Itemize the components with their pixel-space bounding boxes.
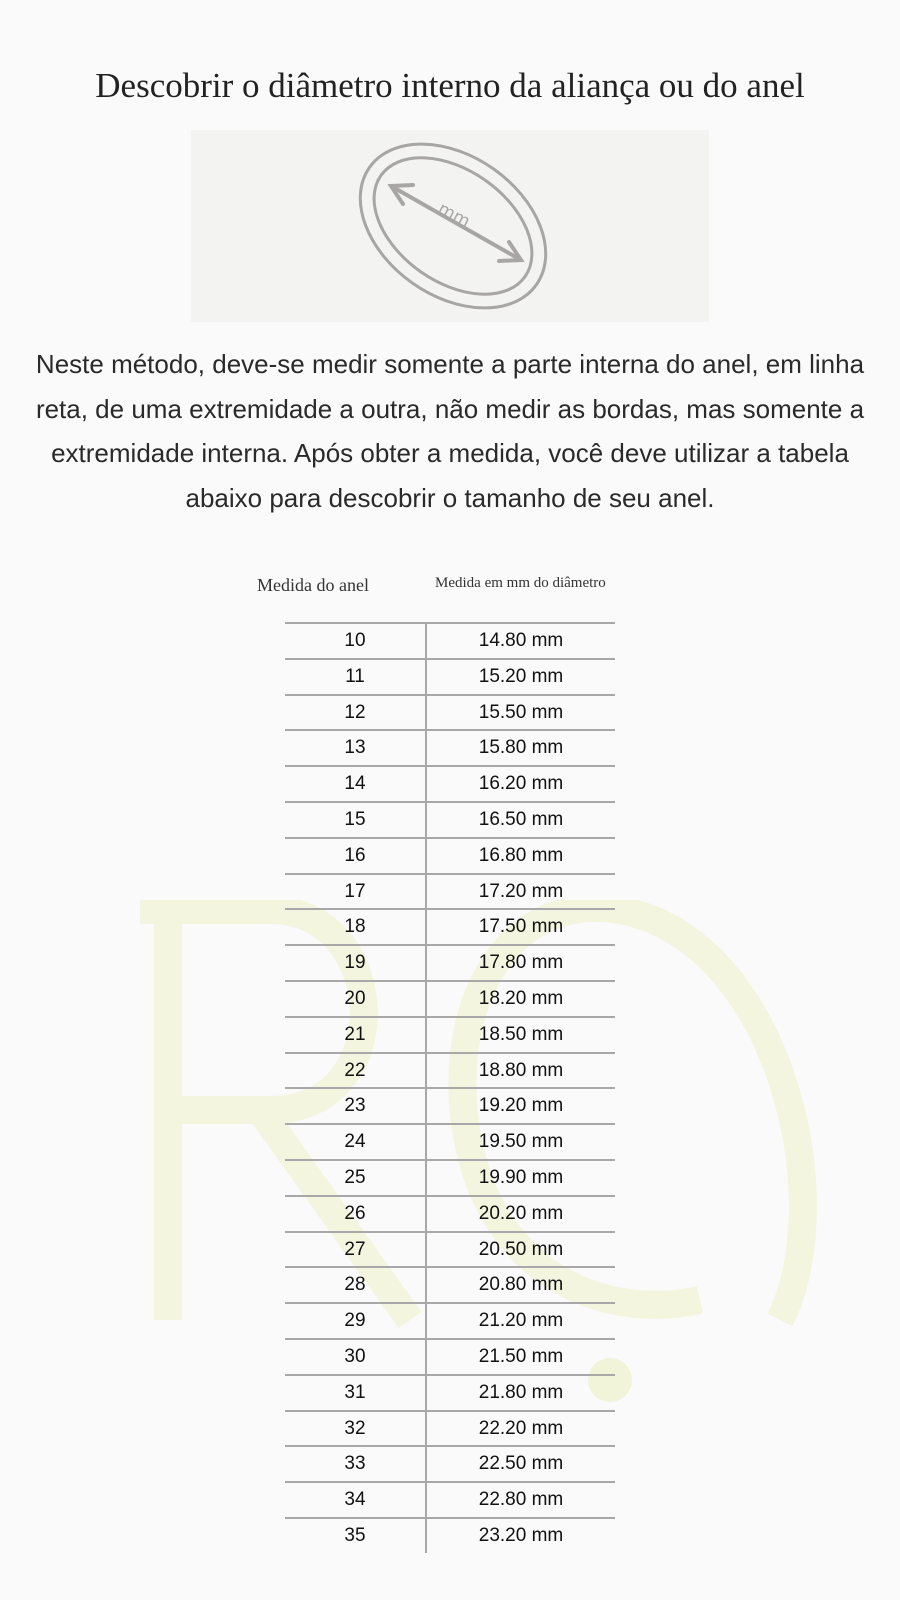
page-title: Descobrir o diâmetro interno da aliança … (95, 66, 805, 105)
diameter-cell: 18.80 mm (478, 1059, 564, 1081)
ring-size-cell: 18 (285, 910, 427, 945)
table-row: 33 22.50 mm (285, 1445, 615, 1482)
diameter-cell: 19.50 mm (478, 1131, 564, 1153)
diameter-cell: 15.20 mm (478, 665, 564, 687)
size-table: 10 14.80 mm 11 15.20 mm 12 15.50 mm 13 15.80 mm… (285, 622, 615, 1553)
ring-size-cell: 34 (285, 1483, 427, 1517)
table-row: 14 16.20 mm (285, 765, 615, 801)
table-row: 23 19.20 mm (285, 1087, 615, 1124)
ring-size-cell: 22 (285, 1053, 427, 1088)
ring-size-cell: 25 (285, 1160, 427, 1195)
diameter-cell: 19.20 mm (478, 1095, 564, 1117)
diameter-cell: 17.80 mm (478, 952, 564, 974)
table-row: 19 17.80 mm (285, 944, 615, 980)
table-row: 10 14.80 mm (285, 622, 615, 658)
diameter-cell: 14.80 mm (478, 630, 564, 651)
ring-size-cell: 16 (285, 838, 427, 873)
diameter-cell: 18.50 mm (478, 1023, 564, 1045)
diameter-cell: 21.20 mm (478, 1310, 564, 1332)
ring-size-cell: 33 (285, 1447, 427, 1482)
diameter-cell: 16.80 mm (478, 844, 564, 866)
ring-size-cell: 12 (285, 695, 427, 730)
diameter-cell: 17.20 mm (478, 880, 564, 902)
table-row: 29 21.20 mm (285, 1302, 615, 1338)
ring-size-cell: 19 (285, 946, 427, 980)
column-header-ring-size: Medida do anel (257, 575, 369, 595)
table-row: 24 19.50 mm (285, 1123, 615, 1159)
table-row: 17 17.20 mm (285, 872, 615, 909)
table-row: 20 18.20 mm (285, 979, 615, 1016)
ring-diagram: mm (191, 130, 709, 322)
table-row: 15 16.50 mm (285, 800, 615, 837)
diameter-cell: 22.50 mm (478, 1453, 564, 1475)
table-row: 35 23.20 mm (285, 1516, 615, 1553)
mm-label: mm (435, 199, 474, 232)
diameter-cell: 20.20 mm (478, 1202, 564, 1224)
diameter-cell: 21.80 mm (478, 1381, 564, 1403)
ring-size-cell: 13 (285, 731, 427, 766)
table-row: 26 20.20 mm (285, 1194, 615, 1231)
diameter-cell: 16.50 mm (478, 808, 564, 830)
diameter-cell: 23.20 mm (478, 1524, 564, 1546)
ring-size-cell: 11 (285, 659, 427, 694)
table-row: 22 18.80 mm (285, 1051, 615, 1088)
diameter-cell: 20.50 mm (478, 1238, 564, 1260)
ring-size-cell: 30 (285, 1339, 427, 1374)
diameter-cell: 18.20 mm (478, 987, 564, 1009)
ring-size-cell: 10 (285, 624, 427, 658)
table-row: 34 22.80 mm (285, 1481, 615, 1517)
ring-size-cell: 23 (285, 1089, 427, 1124)
diameter-cell: 22.20 mm (478, 1417, 564, 1439)
ring-size-cell: 26 (285, 1196, 427, 1231)
ring-size-cell: 32 (285, 1411, 427, 1446)
table-row: 13 15.80 mm (285, 729, 615, 766)
diameter-cell: 15.80 mm (478, 737, 564, 759)
diameter-cell: 15.50 mm (478, 701, 564, 723)
table-row: 30 21.50 mm (285, 1337, 615, 1374)
ring-size-cell: 14 (285, 767, 427, 801)
table-row: 28 20.80 mm (285, 1266, 615, 1303)
ring-size-cell: 21 (285, 1017, 427, 1052)
table-row: 25 19.90 mm (285, 1158, 615, 1195)
table-row: 21 18.50 mm (285, 1015, 615, 1052)
ring-size-cell: 27 (285, 1232, 427, 1267)
table-row: 32 22.20 mm (285, 1409, 615, 1446)
ring-size-cell: 35 (285, 1518, 427, 1553)
ring-size-cell: 29 (285, 1304, 427, 1338)
table-row: 11 15.20 mm (285, 657, 615, 694)
table-row: 31 21.80 mm (285, 1373, 615, 1410)
watermark-logo (140, 900, 817, 1402)
table-row: 12 15.50 mm (285, 693, 615, 730)
diameter-cell: 19.90 mm (478, 1166, 564, 1188)
ring-size-cell: 15 (285, 802, 427, 837)
table-row: 16 16.80 mm (285, 836, 615, 873)
diameter-cell: 22.80 mm (478, 1489, 564, 1511)
diameter-cell: 20.80 mm (478, 1274, 564, 1296)
diameter-cell: 17.50 mm (478, 916, 564, 938)
ring-size-cell: 31 (285, 1375, 427, 1410)
ring-size-cell: 17 (285, 874, 427, 909)
diameter-cell: 21.50 mm (478, 1345, 564, 1367)
ring-size-cell: 20 (285, 981, 427, 1016)
ring-size-cell: 28 (285, 1268, 427, 1303)
table-row: 27 20.50 mm (285, 1230, 615, 1267)
instructions-paragraph: Neste método, deve-se medir somente a pa… (35, 349, 865, 513)
ring-size-cell: 24 (285, 1125, 427, 1159)
diameter-cell: 16.20 mm (478, 773, 564, 795)
column-header-diameter: Medida em mm do diâmetro (435, 575, 606, 591)
table-row: 18 17.50 mm (285, 908, 615, 945)
